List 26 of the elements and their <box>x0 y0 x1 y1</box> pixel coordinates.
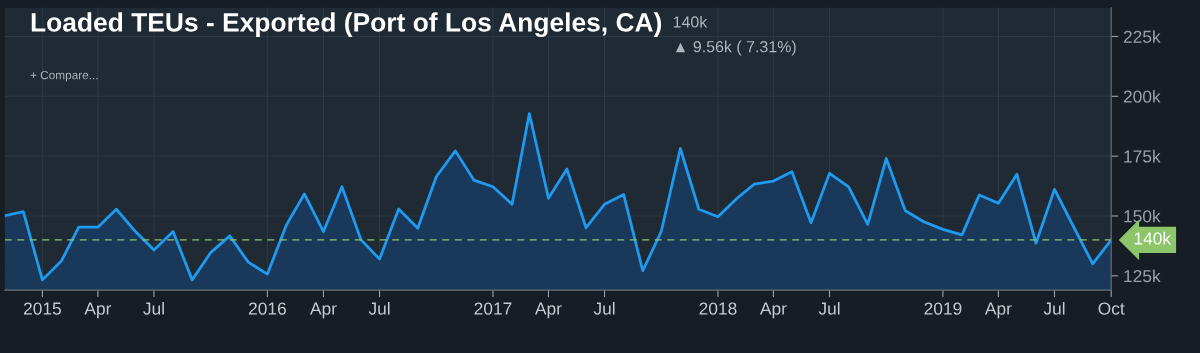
x-tick-label: 2017 <box>474 302 512 315</box>
annotation: + Compare... <box>30 70 98 82</box>
annotation: ▲ 9.56k ( 7.31%) <box>675 40 796 56</box>
x-tick-label: Apr <box>310 302 337 319</box>
x-tick-label: Jul <box>1043 301 1065 315</box>
x-tick-label: Jul <box>593 301 615 315</box>
x-tick-label: Oct <box>1098 302 1125 315</box>
x-tick-label: 2015 <box>23 302 61 315</box>
x-tick-label: 2016 <box>248 302 286 315</box>
x-tick-label: Jul <box>368 301 390 315</box>
x-tick-label: Jul <box>143 301 164 315</box>
ref-line-label: 140k <box>1134 231 1172 245</box>
x-tick-label: 2019 <box>924 302 962 315</box>
y-tick-label: 200k <box>1123 90 1161 103</box>
x-tick-label: Apr <box>984 302 1012 319</box>
x-tick-label: Apr <box>759 302 787 319</box>
x-tick-label: 2018 <box>699 302 737 315</box>
y-tick-label: 150k <box>1124 209 1161 223</box>
x-tick-label: Apr <box>534 302 562 319</box>
chart-title: Loaded TEUs - Exported (Port of Los Angeles, CA) <box>31 12 662 38</box>
annotation: 140k <box>673 15 708 28</box>
y-tick-label: 225k <box>1123 30 1161 43</box>
y-tick-label: 175k <box>1124 149 1161 163</box>
x-tick-label: Jul <box>818 301 840 315</box>
y-tick-label: 125k <box>1124 269 1161 283</box>
x-tick-label: Apr <box>84 302 112 319</box>
